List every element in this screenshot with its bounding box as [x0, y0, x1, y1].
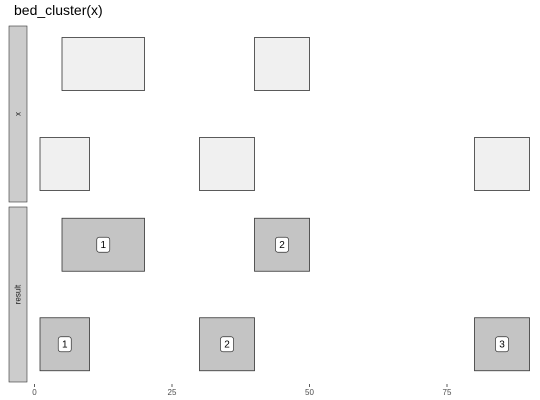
- panel-strip-result: [8, 206, 28, 383]
- cluster-label: 2: [279, 240, 285, 251]
- cluster-label-box: [57, 336, 72, 353]
- cluster-label-box: [495, 336, 509, 353]
- interval-bar: [254, 37, 310, 91]
- cluster-label: 3: [499, 339, 505, 350]
- x-tick-label: 25: [168, 388, 177, 397]
- interval-bar: [61, 37, 145, 91]
- interval-bar: [199, 137, 255, 191]
- panel-strip-label: result: [14, 284, 23, 304]
- cluster-label: 1: [100, 240, 106, 251]
- chart-title: bed_cluster(x): [14, 2, 103, 18]
- interval-bar: [474, 137, 530, 191]
- x-tick-label: 75: [443, 388, 452, 397]
- cluster-label: 2: [224, 339, 230, 350]
- cluster-label: 1: [62, 339, 68, 350]
- panel-strip-label: x: [14, 112, 23, 116]
- cluster-label-box: [96, 236, 111, 253]
- cluster-label-box: [275, 236, 289, 253]
- interval-bar: [474, 317, 530, 372]
- x-tick-label: 0: [32, 388, 37, 397]
- panel-strip-x: [8, 25, 28, 203]
- x-tick-label: 50: [305, 388, 314, 397]
- cluster-label-box: [220, 336, 234, 353]
- interval-bar: [39, 137, 90, 191]
